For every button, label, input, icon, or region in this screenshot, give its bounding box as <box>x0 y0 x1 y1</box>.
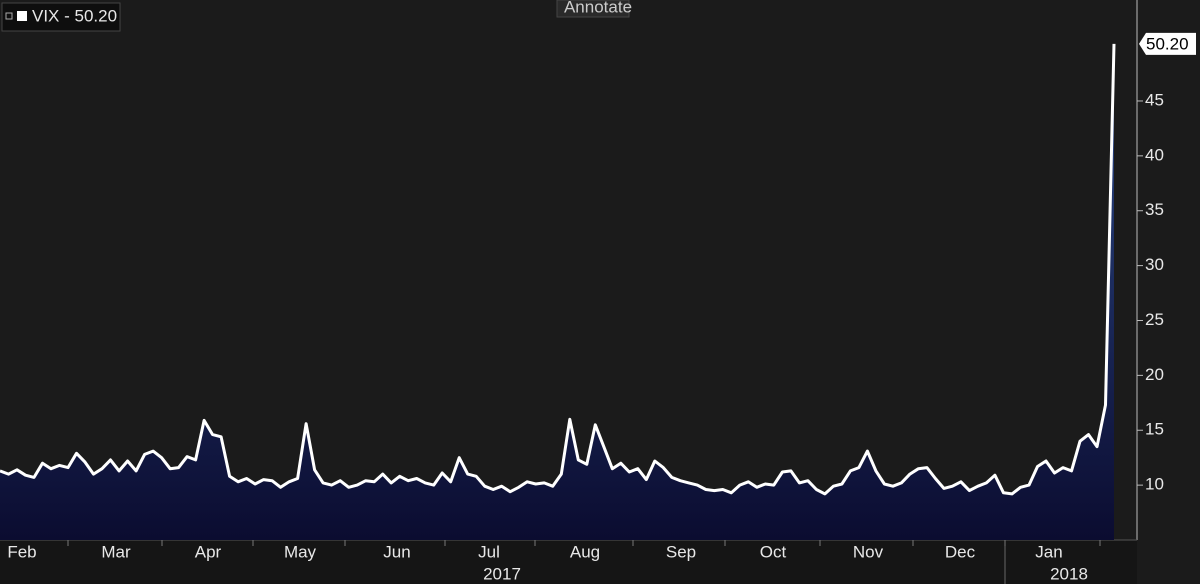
legend-toggle[interactable] <box>5 12 13 20</box>
y-tick-label: 40 <box>1145 145 1164 164</box>
legend-swatch <box>17 11 27 21</box>
y-tick-label: 10 <box>1145 475 1164 494</box>
x-tick-label: Aug <box>570 542 600 561</box>
y-tick-label: 25 <box>1145 310 1164 329</box>
year-label: 2017 <box>483 564 521 583</box>
x-tick-label: May <box>284 542 317 561</box>
year-label: 2018 <box>1050 564 1088 583</box>
x-tick-label: Mar <box>101 542 131 561</box>
annotate-button[interactable] <box>556 0 630 18</box>
area <box>0 43 1114 541</box>
legend-box <box>1 2 121 32</box>
x-tick-label: Nov <box>853 542 884 561</box>
last-value-badge <box>1139 32 1196 55</box>
y-tick-label: 45 <box>1145 90 1164 109</box>
x-tick-label: Dec <box>945 542 976 561</box>
y-tick-label: 35 <box>1145 200 1164 219</box>
y-tick-label: 20 <box>1145 365 1164 384</box>
line <box>0 43 1116 496</box>
x-tick-label: Jun <box>383 542 410 561</box>
x-tick-label: Sep <box>666 542 696 561</box>
x-tick-label: Feb <box>7 542 36 561</box>
y-tick-label: 15 <box>1145 420 1164 439</box>
legend-label: VIX - 50.20 <box>32 6 117 25</box>
x-tick-label: Jul <box>478 542 500 561</box>
x-tick-label: Oct <box>760 542 787 561</box>
annotate-label[interactable]: Annotate <box>564 0 632 16</box>
x-tick-label: Apr <box>195 542 222 561</box>
y-tick-label: 30 <box>1145 255 1164 274</box>
x-axis-band <box>0 540 1137 584</box>
last-value-label: 50.20 <box>1146 34 1189 53</box>
x-tick-label: Jan <box>1035 542 1062 561</box>
